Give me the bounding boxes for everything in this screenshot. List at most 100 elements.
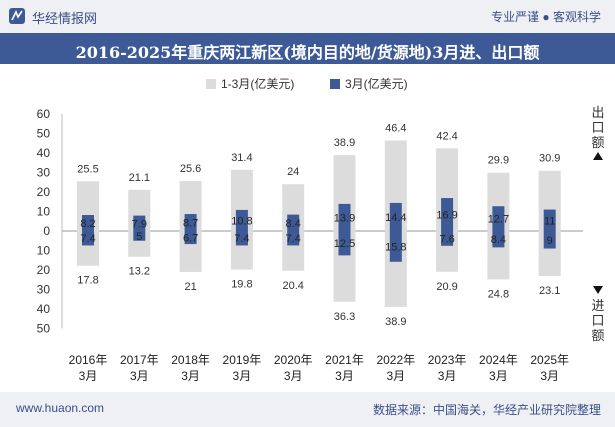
- legend-swatch-march: [330, 79, 340, 89]
- x-tick-label-year: 2025年: [530, 353, 569, 367]
- y-tick-label: 20: [37, 185, 51, 199]
- x-tick-label-month: 3月: [79, 369, 98, 383]
- brand-name: 华经情报网: [32, 11, 98, 26]
- x-tick-label-month: 3月: [130, 369, 149, 383]
- label-import-march: 12.5: [334, 238, 355, 250]
- bar-march: [338, 203, 351, 256]
- label-import-march: 9: [547, 235, 553, 247]
- y-tick-label: 30: [37, 283, 51, 297]
- y-tick-label: 60: [37, 107, 51, 121]
- legend-label-cumulative: 1-3月(亿美元): [221, 76, 294, 91]
- label-export-cumulative: 25.5: [77, 163, 98, 175]
- x-tick-label-month: 3月: [489, 369, 508, 383]
- legend-swatch-cumulative: [206, 79, 216, 89]
- label-import-cumulative: 20.4: [282, 280, 303, 292]
- x-tick-label-year: 2019年: [223, 353, 262, 367]
- label-import-march: 6.7: [183, 233, 198, 245]
- label-import-march: 7.6: [439, 233, 454, 245]
- legend-label-march: 3月(亿美元): [345, 76, 408, 91]
- x-tick-label-year: 2021年: [325, 353, 364, 367]
- x-tick-label-month: 3月: [233, 369, 252, 383]
- bar-march: [133, 215, 146, 241]
- x-tick-label-year: 2022年: [376, 353, 415, 367]
- label-import-march: 15.8: [385, 241, 406, 253]
- label-import-cumulative: 19.8: [231, 279, 252, 291]
- label-import-cumulative: 20.9: [436, 281, 457, 293]
- y-tick-label: 50: [37, 322, 51, 336]
- y-tick-label: 30: [37, 166, 51, 180]
- label-export-march: 8.7: [183, 218, 198, 230]
- label-export-march: 16.9: [436, 210, 457, 222]
- up-arrow-icon: [593, 152, 603, 160]
- title-bar: [0, 33, 615, 64]
- import-side-label: 进口额: [591, 298, 605, 343]
- x-tick-label-year: 2017年: [120, 353, 159, 367]
- label-import-cumulative: 21: [184, 281, 196, 293]
- x-tick-label-year: 2018年: [171, 353, 210, 367]
- top-bar: [0, 0, 615, 33]
- y-tick-label: 20: [37, 263, 51, 277]
- chart-title: 2016-2025年重庆两江新区(境内目的地/货源地)3月进、出口额: [75, 43, 540, 62]
- x-tick-label-year: 2023年: [428, 353, 467, 367]
- footer-bar: [0, 392, 615, 427]
- label-export-march: 12.7: [488, 214, 509, 226]
- bar-march: [235, 209, 248, 246]
- label-import-cumulative: 38.9: [385, 316, 406, 328]
- label-import-cumulative: 23.1: [539, 285, 560, 297]
- bar-march: [492, 206, 505, 248]
- bar-march: [184, 214, 197, 245]
- x-tick-label-month: 3月: [181, 369, 200, 383]
- label-export-march: 8.4: [286, 218, 301, 230]
- bar-march: [441, 198, 454, 246]
- label-export-cumulative: 30.9: [539, 153, 560, 165]
- label-import-march: 7.4: [286, 233, 301, 245]
- label-import-cumulative: 24.8: [488, 288, 509, 300]
- bar-march: [543, 209, 556, 249]
- huajing-logo-icon: [9, 8, 25, 24]
- label-import-cumulative: 17.8: [77, 275, 98, 287]
- label-export-cumulative: 42.4: [436, 130, 457, 142]
- label-export-cumulative: 46.4: [385, 123, 406, 135]
- label-export-cumulative: 25.6: [180, 163, 201, 175]
- x-tick-label-month: 3月: [386, 369, 405, 383]
- bar-march: [82, 215, 94, 246]
- x-tick-label-month: 3月: [438, 369, 457, 383]
- label-export-march: 14.4: [385, 212, 406, 224]
- label-export-march: 10.8: [231, 215, 252, 227]
- label-export-march: 8.2: [80, 218, 95, 230]
- y-tick-label: 50: [37, 127, 51, 141]
- label-import-march: 7.4: [80, 233, 95, 245]
- footer-website: www.huaon.com: [16, 401, 105, 415]
- label-export-cumulative: 24: [287, 166, 299, 178]
- export-side-label: 出口额: [591, 105, 605, 150]
- x-tick-label-year: 2020年: [274, 353, 313, 367]
- label-export-cumulative: 38.9: [334, 137, 355, 149]
- x-tick-label-month: 3月: [335, 369, 354, 383]
- x-tick-label-month: 3月: [540, 369, 559, 383]
- y-tick-label: 40: [37, 302, 51, 316]
- label-export-march: 7.9: [132, 218, 147, 230]
- footer-source: 数据来源：中国海关，华经产业研究院整理: [372, 403, 601, 417]
- slogan: 专业严谨 ● 客观科学: [491, 10, 601, 24]
- label-export-cumulative: 21.1: [129, 172, 150, 184]
- label-export-cumulative: 29.9: [488, 155, 509, 167]
- label-import-cumulative: 36.3: [334, 311, 355, 323]
- label-import-march: 8.4: [491, 234, 506, 246]
- bar-march: [287, 214, 300, 246]
- label-import-cumulative: 13.2: [129, 266, 150, 278]
- y-tick-label: 10: [37, 205, 51, 219]
- y-tick-label: 40: [37, 146, 51, 160]
- label-import-march: 5: [136, 231, 142, 243]
- y-tick-label: 0: [43, 224, 50, 238]
- x-tick-label-month: 3月: [284, 369, 303, 383]
- y-tick-label: 10: [37, 244, 51, 258]
- chart: 1-3月(亿美元) 3月(亿美元) 60 50 40 30 20 10 0 10 20 30 40 50 2…: [37, 76, 583, 383]
- label-export-march: 11: [544, 215, 555, 227]
- label-export-cumulative: 31.4: [231, 152, 252, 164]
- label-import-march: 7.4: [234, 233, 249, 245]
- bar-march: [389, 202, 402, 262]
- down-arrow-icon: [593, 286, 603, 294]
- x-tick-label-year: 2016年: [69, 353, 108, 367]
- x-tick-label-year: 2024年: [479, 353, 518, 367]
- label-export-march: 13.9: [334, 212, 355, 224]
